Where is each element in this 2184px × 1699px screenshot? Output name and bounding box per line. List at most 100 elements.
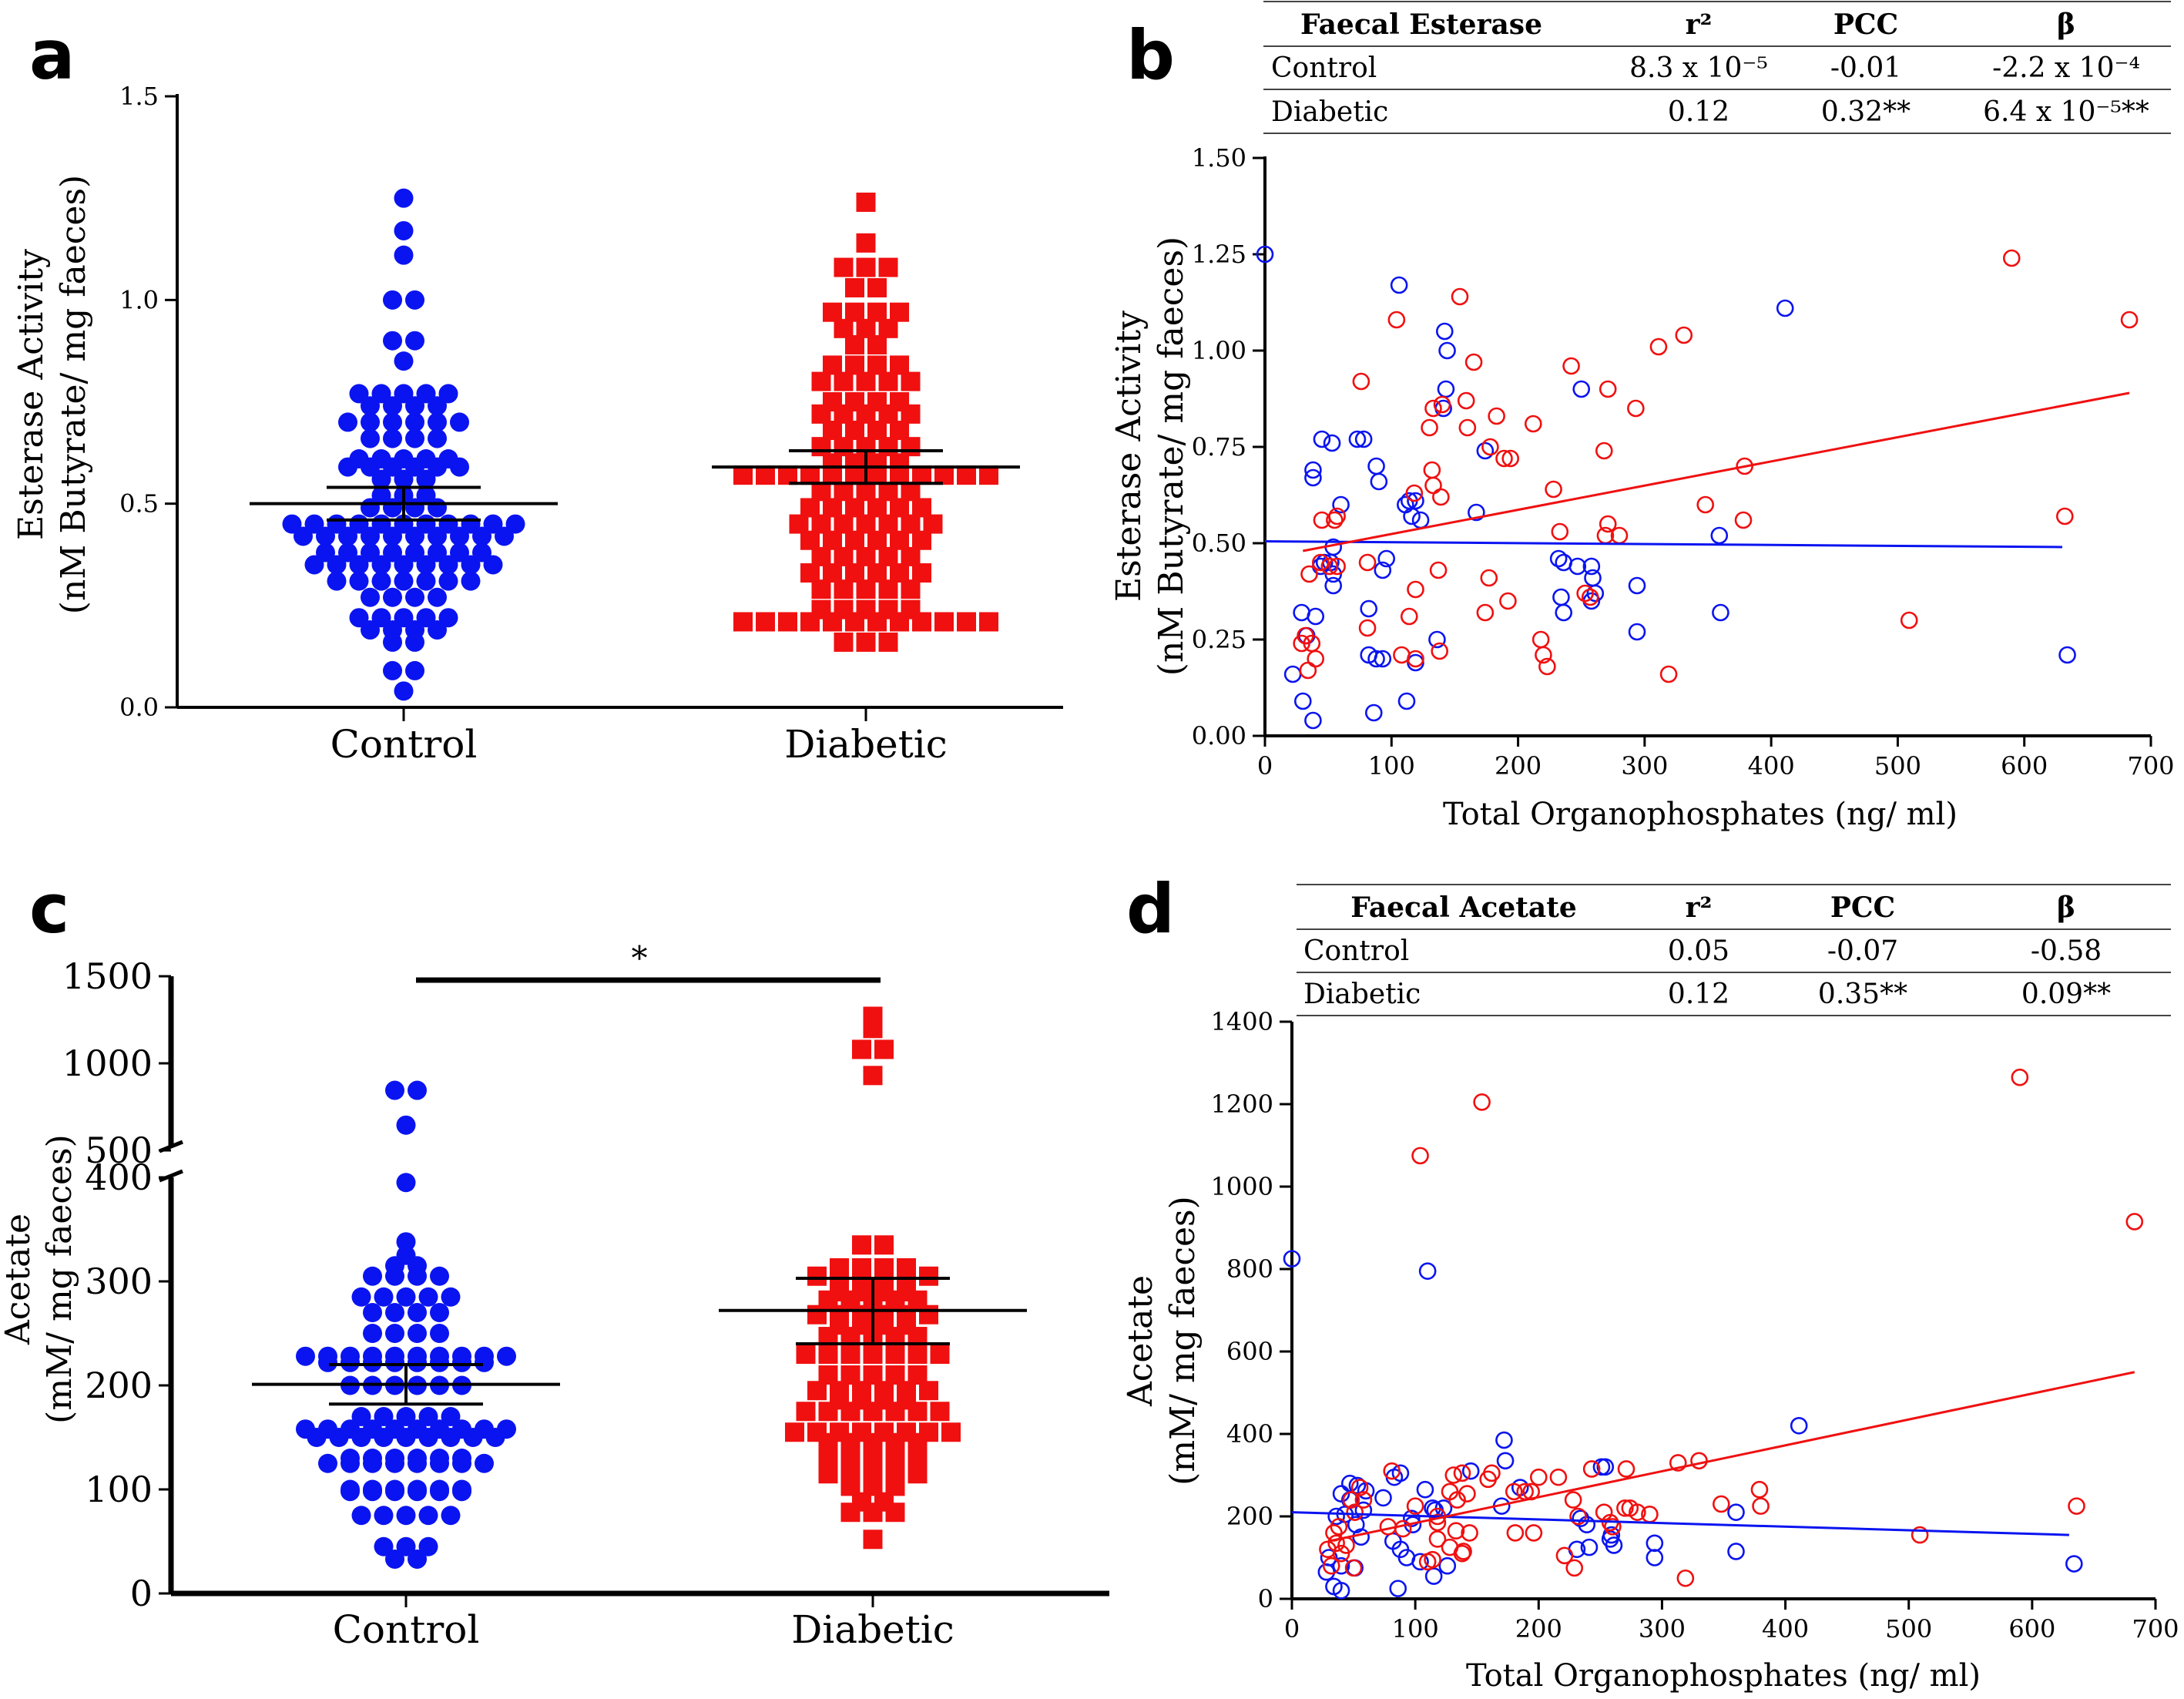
data-point	[1377, 549, 1396, 568]
data-point	[361, 587, 380, 607]
data-point	[1397, 692, 1416, 710]
data-point	[867, 421, 887, 441]
y-tick-label: 0	[1258, 1584, 1273, 1613]
data-point	[371, 485, 391, 505]
data-point	[823, 302, 842, 322]
panel-d-table-control-pcc: -0.07	[1827, 935, 1898, 967]
data-point	[361, 498, 380, 518]
data-point	[856, 632, 876, 652]
data-point	[416, 469, 436, 489]
data-point	[878, 318, 898, 338]
y-tick-label: 0.0	[119, 693, 159, 722]
data-point	[1555, 603, 1573, 622]
data-point	[1324, 576, 1343, 595]
data-point	[349, 571, 369, 591]
panel-d-table-control-label: Control	[1303, 935, 1409, 967]
data-point	[428, 587, 447, 607]
panel-b-table-header-beta: β	[2057, 8, 2075, 41]
data-point	[845, 277, 864, 297]
data-point	[497, 1346, 516, 1366]
data-point	[1580, 1538, 1599, 1556]
panel-b-table-diabetic-label: Diabetic	[1271, 96, 1388, 128]
data-point	[1374, 1489, 1392, 1507]
data-point	[800, 563, 820, 583]
data-point	[1457, 391, 1475, 410]
data-point	[1473, 1093, 1491, 1111]
data-point	[2002, 249, 2021, 267]
data-point	[867, 277, 887, 297]
data-point	[1299, 661, 1317, 680]
data-point	[1584, 569, 1602, 587]
data-point	[1568, 557, 1587, 576]
data-point	[1531, 630, 1550, 649]
panel-d-x-ticks: 0 100 200 300 400 500 600 700	[1284, 1599, 2179, 1644]
x-tick-label: 600	[2001, 751, 2048, 781]
data-point	[885, 1402, 905, 1422]
data-point	[416, 384, 436, 404]
data-point	[2125, 1213, 2144, 1231]
panel-d-table-diabetic-r2: 0.12	[1668, 979, 1729, 1010]
data-point	[1690, 1452, 1708, 1470]
data-point	[863, 1019, 883, 1039]
data-point	[394, 351, 414, 371]
data-point	[351, 1428, 371, 1447]
data-point	[1464, 353, 1483, 371]
data-point	[282, 514, 302, 534]
data-point	[1411, 511, 1430, 529]
data-point	[351, 1407, 371, 1426]
data-point	[338, 542, 357, 562]
x-tick-label: 0	[1284, 1614, 1300, 1644]
data-point	[1389, 1580, 1407, 1597]
data-point	[901, 514, 921, 534]
data-point	[394, 571, 414, 591]
data-point	[1605, 1536, 1623, 1554]
data-point	[796, 1402, 816, 1422]
data-point	[756, 612, 775, 632]
data-point	[418, 1287, 438, 1307]
panel-b-table-control-label: Control	[1271, 52, 1377, 84]
data-point	[1750, 1480, 1769, 1499]
panel-a-ylabel-line1: Esterase Activity	[12, 249, 51, 540]
data-point	[1342, 1491, 1360, 1509]
panel-b-table-diabetic-beta: 6.4 x 10⁻⁵**	[1983, 96, 2149, 128]
data-point	[383, 498, 402, 518]
data-point	[1423, 461, 1441, 479]
data-point	[1350, 1479, 1369, 1496]
data-point	[1712, 1495, 1730, 1513]
data-point	[1599, 380, 1617, 398]
data-point	[430, 1453, 449, 1473]
data-point	[845, 498, 864, 518]
data-point	[405, 587, 424, 607]
data-point	[874, 1039, 894, 1059]
data-point	[1461, 1524, 1478, 1542]
data-point	[823, 421, 842, 441]
data-point	[885, 1503, 905, 1523]
data-point	[428, 542, 447, 562]
data-point	[852, 1235, 871, 1255]
data-point	[394, 245, 414, 265]
data-point	[472, 542, 491, 562]
data-point	[923, 514, 943, 534]
panel-d-table-control-beta: -0.58	[2031, 935, 2102, 967]
data-point	[1407, 653, 1424, 672]
panel-b-table-diabetic-r2: 0.12	[1668, 96, 1729, 128]
data-point	[505, 514, 525, 534]
data-point	[1448, 1491, 1466, 1509]
data-point	[1562, 357, 1580, 375]
data-point	[1407, 580, 1424, 599]
data-point	[979, 465, 998, 485]
data-point	[452, 1453, 471, 1473]
data-point	[371, 555, 391, 575]
panel-d-table-diabetic-label: Diabetic	[1303, 979, 1421, 1010]
y-tick-label: 300	[85, 1261, 153, 1302]
data-point	[930, 1345, 950, 1364]
data-point	[385, 1453, 404, 1473]
data-point	[405, 428, 424, 448]
data-point	[363, 1453, 382, 1473]
data-point	[428, 412, 447, 432]
data-point	[1627, 399, 1645, 418]
panel-d-table-header-beta: β	[2057, 891, 2075, 924]
data-point	[733, 612, 753, 632]
data-point	[1444, 1466, 1463, 1484]
x-tick-label: 600	[2008, 1614, 2055, 1644]
